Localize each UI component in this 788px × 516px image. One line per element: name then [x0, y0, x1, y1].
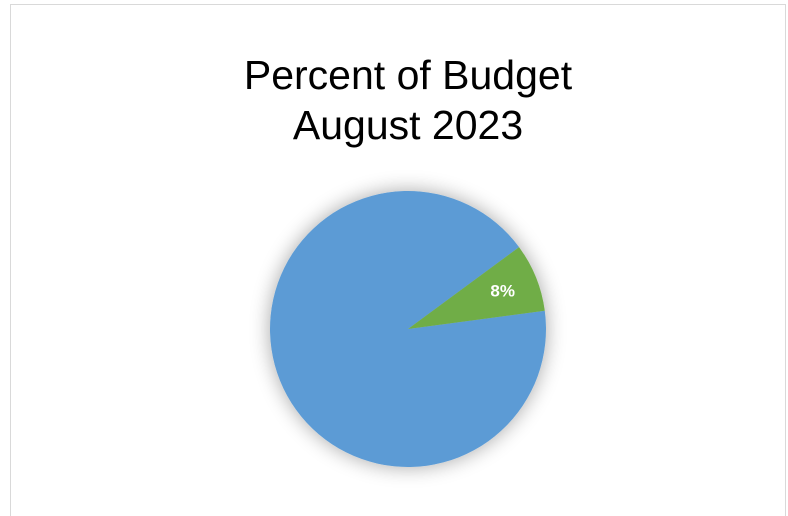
chart-title-line-1: Percent of Budget [243, 52, 573, 98]
chart-title-line-2: August 2023 [292, 102, 524, 148]
pie-slices [269, 191, 546, 468]
pie-slice-2 [408, 247, 545, 329]
chart-title: Percent of Budget August 2023 [0, 50, 788, 150]
data-label: 8% [490, 282, 515, 301]
pie-labels: 8% [490, 282, 515, 301]
pie-slice-1 [269, 191, 546, 468]
